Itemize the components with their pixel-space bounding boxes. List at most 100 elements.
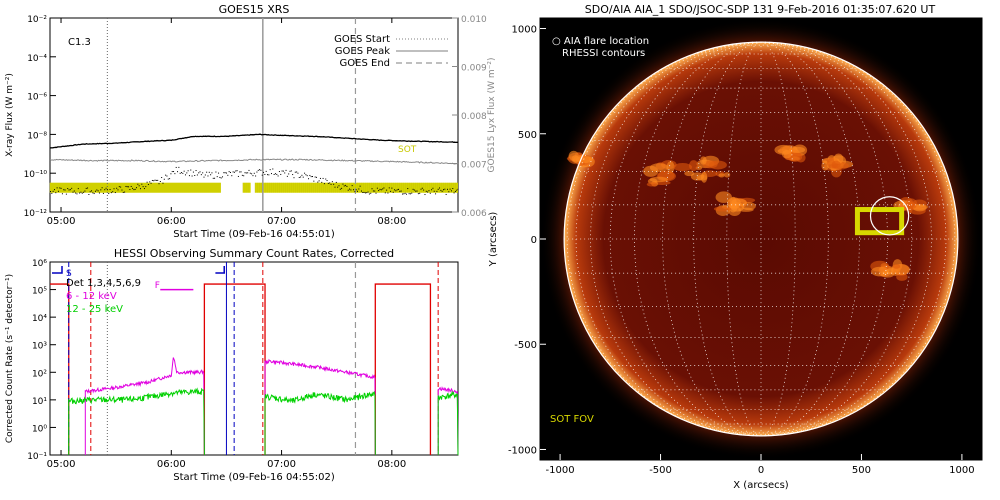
goes-short-point	[199, 171, 201, 173]
goes-short-point	[126, 186, 128, 188]
goes-y-tick-label: 10⁻²	[27, 15, 47, 25]
goes-short-point	[329, 182, 331, 184]
goes-short-point	[356, 190, 358, 192]
goes-short-point	[383, 187, 385, 189]
goes-legend-label-0: GOES Start	[334, 34, 390, 45]
goes-short-point	[251, 173, 253, 175]
goes-short-point	[240, 171, 242, 173]
goes-short-point	[81, 192, 83, 194]
goes-short-point	[55, 192, 57, 194]
grid-longitude	[760, 41, 932, 437]
aia-x-tick-label: 1000	[949, 465, 974, 476]
goes-short-point	[372, 190, 374, 192]
goes-short-point	[231, 175, 233, 177]
aia-y-tick-label: 500	[518, 130, 537, 141]
goes-short-point	[294, 171, 296, 173]
goes-short-point	[424, 194, 426, 196]
hessi-night-interval-1	[374, 283, 432, 455]
goes-y-axis-label: X-ray Flux (W m⁻²)	[5, 73, 15, 157]
goes-short-point	[122, 191, 124, 193]
goes-short-point	[236, 170, 238, 172]
goes-short-point	[337, 186, 339, 188]
goes-short-point	[98, 192, 100, 194]
active-region-4	[896, 273, 908, 281]
goes-x-tick-label: 06:00	[157, 216, 186, 227]
grid-longitude	[760, 41, 829, 437]
active-region-1	[724, 172, 731, 178]
goes-short-point	[350, 189, 352, 191]
goes-short-point	[241, 174, 243, 176]
goes-short-point	[65, 193, 67, 195]
goes-short-point	[80, 191, 82, 193]
goes-short-point	[388, 187, 390, 189]
goes-short-point	[167, 178, 169, 180]
goes-short-point	[125, 185, 127, 187]
goes-short-point	[142, 186, 144, 188]
goes-short-point	[309, 174, 311, 176]
aia-image	[540, 18, 982, 460]
goes-short-point	[305, 174, 307, 176]
sot-label: SOT	[398, 145, 417, 155]
hessi-y-tick-label: 10³	[32, 342, 47, 352]
hessi-y-tick-label: 10²	[32, 369, 47, 379]
goes-short-point	[97, 190, 99, 192]
goes-short-point	[439, 187, 441, 189]
goes-short-point	[446, 188, 448, 190]
goes-short-point	[395, 190, 397, 192]
goes-short-point	[321, 181, 323, 183]
goes-short-point	[253, 172, 255, 174]
goes-short-point	[346, 185, 348, 187]
goes-short-point	[178, 166, 180, 168]
goes-short-point	[228, 171, 230, 173]
active-region-6	[575, 155, 593, 164]
goes-short-point	[415, 190, 417, 192]
goes-short-point	[113, 188, 115, 190]
goes-short-point	[134, 188, 136, 190]
goes-y-tick-label: 10⁻⁴	[27, 54, 47, 64]
goes-short-point	[146, 181, 148, 183]
goes-short-point	[429, 192, 431, 194]
goes-short-point	[88, 194, 90, 196]
grid-longitude	[760, 41, 796, 437]
goes-short-point	[77, 188, 79, 190]
solar-limb	[563, 41, 959, 437]
goes-short-point	[93, 193, 95, 195]
goes-short-point	[310, 176, 312, 178]
hessi-y-tick-label: 10⁶	[32, 259, 47, 269]
goes-y-tick-label: 10⁻⁸	[27, 131, 47, 141]
goes-short-point	[432, 187, 434, 189]
goes-short-point	[161, 177, 163, 179]
hessi-x-tick-label: 06:00	[157, 459, 186, 470]
goes-short-point	[401, 193, 403, 195]
goes-short-point	[139, 188, 141, 190]
aia-legend-flare-location: ○ AIA flare location	[552, 36, 649, 47]
goes-short-point	[248, 169, 250, 171]
hessi-x-axis-label: Start Time (09-Feb-16 04:55:02)	[173, 472, 335, 483]
goes-short-point	[96, 189, 98, 191]
goes-short-point	[456, 189, 458, 191]
goes-short-point	[390, 190, 392, 192]
goes-short-point	[112, 191, 114, 193]
aia-x-axis-label: X (arcsecs)	[733, 480, 789, 491]
goes-short-point	[411, 192, 413, 194]
active-region-1	[690, 172, 705, 181]
grid-longitude	[693, 41, 762, 437]
goes-short-point	[315, 176, 317, 178]
hessi-12-25kev-segment-0	[68, 387, 205, 456]
hessi-6-12kev-segment-2	[437, 386, 459, 456]
hessi-s-flag-bracket-2	[215, 266, 225, 274]
goes-short-point	[174, 173, 176, 175]
goes-short-point	[124, 191, 126, 193]
goes-short-point	[445, 193, 447, 195]
goes-y-tick-label: 10⁻¹⁰	[24, 170, 48, 180]
goes-short-point	[53, 189, 55, 191]
hessi-s-flag-bracket	[52, 266, 63, 274]
goes-short-point	[280, 173, 282, 175]
goes-short-point	[330, 183, 332, 185]
goes-short-point	[419, 192, 421, 194]
goes-short-point	[120, 186, 122, 188]
grid-longitude	[760, 41, 888, 437]
goes-short-point	[181, 172, 183, 174]
goes-short-point	[427, 191, 429, 193]
